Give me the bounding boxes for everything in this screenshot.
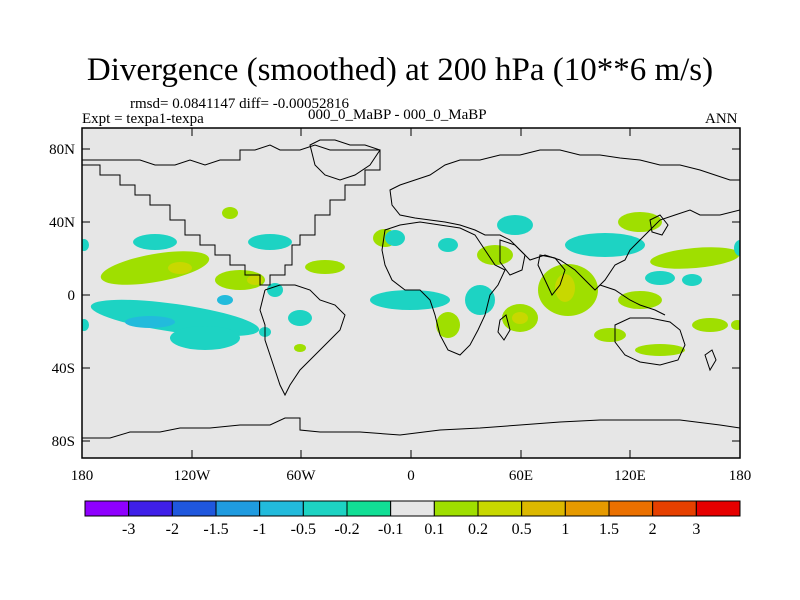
colorbar-swatch: [477, 500, 523, 517]
colorbar-swatch: [608, 500, 654, 517]
colorbar-label: 1: [561, 521, 569, 538]
colorbar-swatch: [215, 500, 261, 517]
colorbar-swatch: [84, 500, 130, 517]
colorbar-swatch: [302, 500, 348, 517]
indonesia-outline: [599, 284, 666, 316]
lat-label-0: 0: [68, 288, 76, 304]
lon-label-120e: 120E: [614, 468, 646, 484]
colorbar-swatch: [652, 500, 697, 517]
colorbar-label: 0.2: [468, 521, 488, 538]
new-zealand-outline: [704, 349, 717, 372]
arabia-outline: [499, 239, 526, 276]
colorbar-label: -0.1: [378, 521, 403, 538]
colorbar-label: 2: [649, 521, 657, 538]
colorbar-swatch: [695, 500, 741, 517]
eurasia-outline: [389, 149, 740, 291]
experiment-text: Expt = texpa1-texpa: [82, 111, 204, 127]
lon-label-0: 0: [407, 468, 415, 484]
lat-label-80s: 80S: [52, 434, 75, 450]
colorbar-label: -0.5: [291, 521, 316, 538]
colorbar-swatch: [259, 500, 304, 517]
divergence-field: [82, 207, 740, 356]
india-outline: [537, 254, 566, 296]
colorbar-label: 0.5: [512, 521, 532, 538]
australia-outline: [614, 317, 686, 366]
strong-negative-regions: [125, 295, 233, 328]
lon-label-180w: 180: [71, 468, 94, 484]
colorbar-label: -0.2: [334, 521, 359, 538]
colorbar: -3 -2 -1.5 -1 -0.5 -0.2 -0.1 0.1 0.2 0.5 1 1.5 2 3: [84, 500, 741, 538]
colorbar-label: -1.5: [203, 521, 228, 538]
lon-axis: [81, 128, 741, 458]
colorbar-label: 0.1: [424, 521, 444, 538]
colorbar-swatch: [390, 500, 435, 517]
colorbar-swatch: [521, 500, 566, 517]
lat-label-40s: 40S: [52, 361, 75, 377]
lon-label-60e: 60E: [509, 468, 533, 484]
north-america-outline: [82, 144, 381, 286]
colorbar-swatch: [564, 500, 610, 517]
africa-outline: [381, 221, 506, 356]
case-text: 000_0_MaBP - 000_0_MaBP: [308, 107, 487, 123]
negative-regions: [82, 215, 740, 350]
japan-outline: [649, 214, 669, 236]
colorbar-label: 3: [692, 521, 700, 538]
colorbar-label: -3: [122, 521, 135, 538]
colorbar-label: -1: [253, 521, 266, 538]
strong-positive-regions: [168, 262, 575, 324]
south-america-outline: [259, 284, 346, 397]
season-text: ANN: [705, 111, 738, 127]
lat-label-80n: 80N: [49, 142, 75, 158]
stats-text: rmsd= 0.0841147 diff= -0.00052816: [130, 96, 349, 112]
antarctica-outline: [82, 417, 740, 439]
colorbar-label: 1.5: [599, 521, 619, 538]
colorbar-label: -2: [166, 521, 179, 538]
colorbar-swatch: [346, 500, 392, 517]
colorbar-swatch: [128, 500, 173, 517]
madagascar-outline: [497, 314, 511, 341]
coastlines: [82, 139, 740, 439]
lat-axis: [82, 148, 740, 442]
colorbar-swatch: [433, 500, 479, 517]
positive-regions: [100, 207, 740, 356]
lon-label-180e: 180: [729, 468, 752, 484]
lon-label-120w: 120W: [174, 468, 212, 484]
map-title: Divergence (smoothed) at 200 hPa (10**6 …: [86, 52, 714, 88]
colorbar-swatch: [171, 500, 217, 517]
lon-label-60w: 60W: [286, 468, 316, 484]
lat-label-40n: 40N: [49, 215, 75, 231]
greenland-outline: [309, 139, 381, 181]
